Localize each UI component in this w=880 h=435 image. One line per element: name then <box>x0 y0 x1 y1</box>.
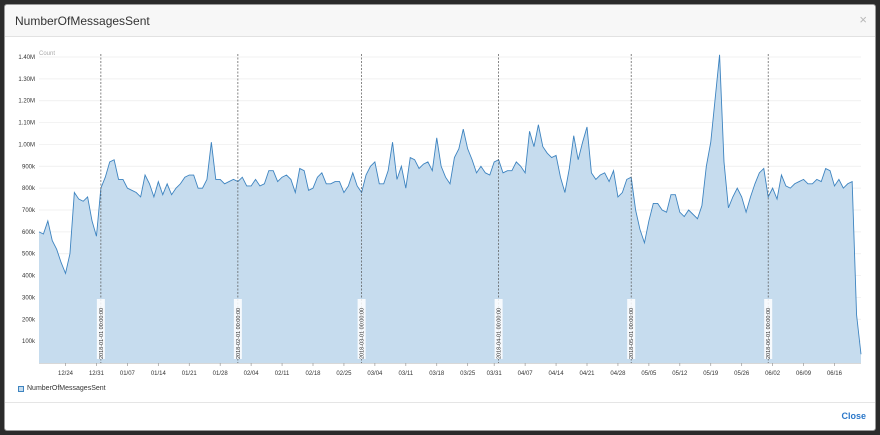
x-tick-label: 01/21 <box>182 371 198 377</box>
chart-area: Count 100k 200k 300k 400k 500k 600k 700k 800k 90… <box>9 47 865 402</box>
x-tick-label: 03/18 <box>429 371 445 377</box>
x-tick-label: 05/26 <box>734 371 750 377</box>
close-icon[interactable]: × <box>859 12 867 27</box>
x-tick-label: 03/11 <box>399 371 414 377</box>
dialog-title: NumberOfMessagesSent <box>15 14 150 28</box>
close-button[interactable]: Close <box>841 411 866 421</box>
month-marker-label: 2018-03-01 00:00:00 <box>360 308 366 359</box>
month-marker-label: 2018-01-01 00:00:00 <box>99 308 105 359</box>
x-tick-label: 05/19 <box>703 371 719 377</box>
y-tick-label: 100k <box>22 339 36 345</box>
x-tick-label: 12/24 <box>58 371 74 377</box>
y-tick-label: 700k <box>22 208 36 214</box>
x-tick-label: 06/16 <box>827 371 843 377</box>
y-tick-label: 200k <box>22 317 36 323</box>
y-tick-label: 1.10M <box>18 121 35 127</box>
y-tick-label: 400k <box>22 274 36 280</box>
month-marker-bg <box>96 299 105 359</box>
month-marker-bg <box>357 299 366 359</box>
month-marker-label: 2018-06-01 00:00:00 <box>766 308 772 359</box>
month-marker-label: 2018-02-01 00:00:00 <box>236 308 242 359</box>
y-tick-label: 1.30M <box>18 77 35 83</box>
x-tick-label: 03/25 <box>460 371 476 377</box>
series-line <box>38 54 862 355</box>
x-tick-label: 04/14 <box>549 371 565 377</box>
chart-legend[interactable]: NumberOfMessagesSent <box>18 385 106 392</box>
dialog-header: NumberOfMessagesSent × <box>5 5 875 37</box>
x-tick-label: 01/07 <box>120 371 136 377</box>
x-tick-label: 02/04 <box>244 371 260 377</box>
month-marker-bg <box>764 299 773 359</box>
y-tick-label: 300k <box>22 295 36 301</box>
x-tick-label: 06/09 <box>796 371 812 377</box>
month-marker-bg <box>494 299 503 359</box>
month-marker-bg <box>233 299 242 359</box>
y-tick-label: 600k <box>22 230 36 236</box>
x-tick-label: 06/02 <box>765 371 781 377</box>
x-tick-label: 05/12 <box>672 371 688 377</box>
y-tick-label: 500k <box>22 252 36 258</box>
x-tick-label: 04/28 <box>610 371 626 377</box>
month-marker-label: 2018-04-01 00:00:00 <box>497 308 503 359</box>
month-marker-bg <box>627 299 636 359</box>
y-tick-label: 900k <box>22 164 36 170</box>
x-tick-label: 03/31 <box>487 371 503 377</box>
metric-dialog: NumberOfMessagesSent × Count 100k 200k 300… <box>4 4 876 431</box>
legend-swatch <box>18 385 24 392</box>
y-tick-label: 1.20M <box>18 99 35 105</box>
x-tick-label: 12/31 <box>89 371 105 377</box>
x-tick-label: 03/04 <box>367 371 383 377</box>
y-axis-label: Count <box>39 51 55 57</box>
x-tick-label: 04/07 <box>518 371 534 377</box>
y-tick-label: 1.40M <box>18 55 35 61</box>
area-chart[interactable]: Count 100k 200k 300k 400k 500k 600k 700k 800k 90… <box>9 47 865 402</box>
x-tick-label: 02/11 <box>275 371 290 377</box>
x-tick-label: 05/05 <box>641 371 657 377</box>
x-tick-label: 02/18 <box>305 371 321 377</box>
series-area <box>39 54 861 364</box>
month-marker-label: 2018-05-01 00:00:00 <box>629 308 635 359</box>
x-tick-label: 01/14 <box>151 371 167 377</box>
legend-label: NumberOfMessagesSent <box>27 385 106 392</box>
x-tick-label: 02/25 <box>336 371 352 377</box>
dialog-footer: Close <box>5 402 875 430</box>
x-tick-label: 04/21 <box>579 371 595 377</box>
y-tick-label: 800k <box>22 186 36 192</box>
y-tick-label: 1.00M <box>18 142 35 148</box>
x-tick-label: 01/28 <box>213 371 229 377</box>
